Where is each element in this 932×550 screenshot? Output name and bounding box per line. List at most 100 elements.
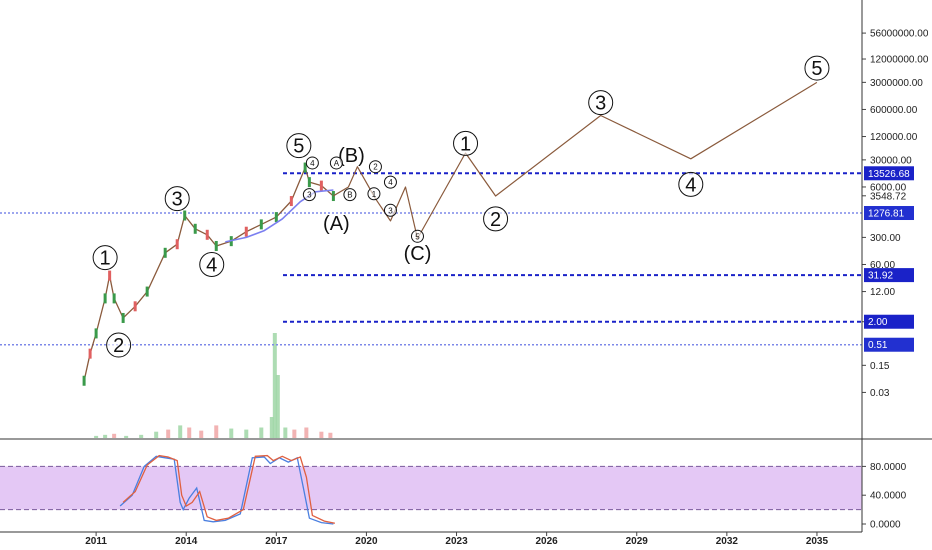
level-badge-label: 13526.68 [868,169,910,180]
volume-bar [272,333,277,438]
volume-bars [94,333,333,438]
candle-mark [244,226,248,237]
wave-circle [199,251,225,277]
wave-label: 1 [460,133,471,155]
level-badge-label: 0.51 [868,340,888,351]
volume-bar [139,434,144,438]
price-tick-label: 120000.00 [870,132,918,143]
time-tick-label: 2029 [626,536,649,547]
price-tick-label: 12000000.00 [870,55,929,66]
time-tick-label: 2023 [445,536,468,547]
volume-bar [269,417,274,438]
candle-mark [112,293,116,304]
price-tick-label: 6000.00 [870,182,907,193]
price-tick-label: 60.00 [870,260,895,271]
candle-mark [145,286,149,297]
wave-circle [383,203,397,217]
price-tick-label: 0.03 [870,388,890,399]
time-tick-label: 2032 [716,536,739,547]
candle-mark [94,328,98,339]
wave-label: 2 [373,163,378,172]
price-tick-label: 0.15 [870,361,890,372]
candle-mark [183,210,187,221]
time-tick-label: 2020 [355,536,378,547]
wave-label: 4 [206,254,217,276]
rsi-tick-label: 80.0000 [870,462,907,473]
wave-circle [286,133,312,159]
moving-average-line [225,189,334,243]
wave-label: (B) [338,145,365,167]
wave-circle [410,229,424,243]
wave-circle [305,156,319,170]
price-tick-label: 300.00 [870,233,901,244]
wave-circle [483,206,509,232]
wave-circle [343,188,357,202]
wave-label: 5 [293,136,304,158]
wave-circle [367,187,381,201]
volume-bar [244,429,249,438]
volume-bar [124,435,129,438]
candle-mark [319,180,323,191]
wave-label: A [334,159,340,168]
wave-circle [302,188,316,202]
wave-circle [368,160,382,174]
volume-bar [178,425,183,438]
horizontal-levels [0,172,862,346]
wave-label: 4 [310,159,315,168]
wave-circle [804,55,830,81]
volume-bar [103,434,108,438]
volume-bar [214,425,219,438]
rsi-tick-label: 0.0000 [870,520,901,531]
rsi-line [119,455,334,525]
candle-mark [133,301,137,312]
level-badge [864,337,914,352]
volume-bar [328,432,333,438]
volume-bar [292,429,297,438]
level-badge-label: 1276.81 [868,209,905,220]
time-tick-label: 2026 [536,536,559,547]
volume-bar [259,427,264,438]
candle-mark [82,375,86,386]
candle-mark [259,219,263,230]
wave-circle [92,245,118,271]
rsi-tick-label: 40.0000 [870,491,907,502]
candle-mark [88,348,92,359]
wave-label: 4 [388,178,393,187]
wave-label: 3 [307,191,312,200]
wave-circle [106,332,132,358]
wave-label: 3 [388,206,393,215]
volume-bar [304,427,309,438]
wave-label: 3 [172,189,183,211]
level-badge-label: 2.00 [868,317,888,328]
wave-circle [329,156,343,170]
volume-bar [275,375,280,438]
candle-mark [163,247,167,258]
volume-bar [154,431,159,438]
time-tick-label: 2035 [806,536,829,547]
time-tick-label: 2011 [85,536,107,547]
candle-mark [274,212,278,223]
volume-bar [319,431,324,438]
level-badge [864,206,914,221]
volume-bar [283,427,288,438]
volume-bar [199,430,204,438]
level-badge [864,314,914,329]
candle-mark [121,312,125,323]
rsi-band [0,466,862,510]
wave-label: B [347,191,352,200]
wave-label: 4 [685,174,696,196]
time-tick-label: 2017 [265,536,288,547]
price-tick-label: 12.00 [870,287,895,298]
volume-bar [166,429,171,438]
candle-mark [214,240,218,251]
candle-mark [175,239,179,250]
candle-mark [307,177,311,188]
price-tick-label: 30000.00 [870,155,912,166]
wave-circle [164,186,190,212]
wave-label: (C) [404,243,432,265]
price-series [82,81,818,386]
wave-circle [453,130,479,156]
wave-label: 2 [490,209,501,231]
